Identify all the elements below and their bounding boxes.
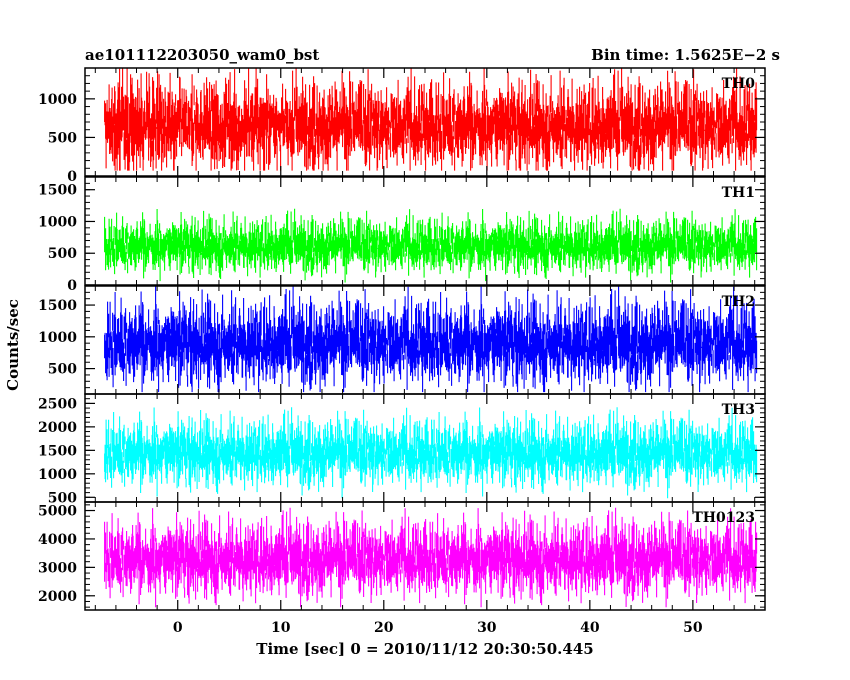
y-tick-label: 4000	[38, 532, 77, 548]
y-tick-label: 1000	[38, 92, 77, 108]
x-tick-label: 30	[477, 620, 497, 636]
x-tick-label: 0	[173, 620, 183, 636]
y-tick-label: 1500	[38, 183, 77, 199]
y-tick-label: 0	[67, 278, 77, 294]
panel-th1: 0 500 1000 1500 TH1	[38, 176, 766, 294]
series-th3	[104, 407, 758, 499]
x-tick-label: 10	[271, 620, 291, 636]
y-tick-label: 500	[48, 130, 77, 146]
series-th2	[104, 286, 758, 393]
y-tick-label: 1500	[38, 298, 77, 314]
y-axis-title: Counts/sec	[4, 299, 22, 391]
y-tick-label: 1000	[38, 330, 77, 346]
y-tick-label: 3000	[38, 560, 77, 576]
x-axis-title: Time [sec] 0 = 2010/11/12 20:30:50.445	[256, 640, 593, 658]
panel-label-th0: TH0	[722, 76, 756, 92]
y-tick-label: 2000	[38, 420, 77, 436]
panel-label-th3: TH3	[722, 402, 755, 418]
x-tick-label: 50	[683, 620, 703, 636]
panel-th2: 500 1000 1500 TH2	[38, 285, 766, 395]
bin-time-title: Bin time: 1.5625E−2 s	[591, 46, 780, 64]
panel-th0123: 2000 3000 4000 5000 TH0123	[38, 501, 766, 611]
observation-id-title: ae101112203050_wam0_bst	[85, 46, 319, 64]
panel-th0: 0 500 1000 TH0	[38, 67, 766, 185]
panel-th3: 500 1000 1500 2000 2500 TH3	[38, 393, 766, 506]
x-tick-label: 40	[580, 620, 600, 636]
x-tick-label: 20	[374, 620, 394, 636]
series-th1	[104, 208, 758, 283]
panel-label-th2: TH2	[722, 294, 755, 310]
y-tick-label: 500	[48, 490, 77, 506]
y-tick-label: 2000	[38, 589, 77, 605]
y-tick-label: 2500	[38, 396, 77, 412]
panel-label-th0123: TH0123	[692, 510, 755, 526]
y-tick-label: 1000	[38, 467, 77, 483]
y-tick-label: 1500	[38, 443, 77, 459]
y-tick-label: 500	[48, 362, 77, 378]
series-th0	[104, 68, 758, 171]
panel-label-th1: TH1	[722, 185, 755, 201]
y-tick-label: 500	[48, 246, 77, 262]
y-tick-label: 5000	[38, 504, 77, 520]
series-th0123	[104, 507, 758, 608]
y-tick-label: 0	[67, 169, 77, 185]
y-tick-label: 1000	[38, 214, 77, 230]
